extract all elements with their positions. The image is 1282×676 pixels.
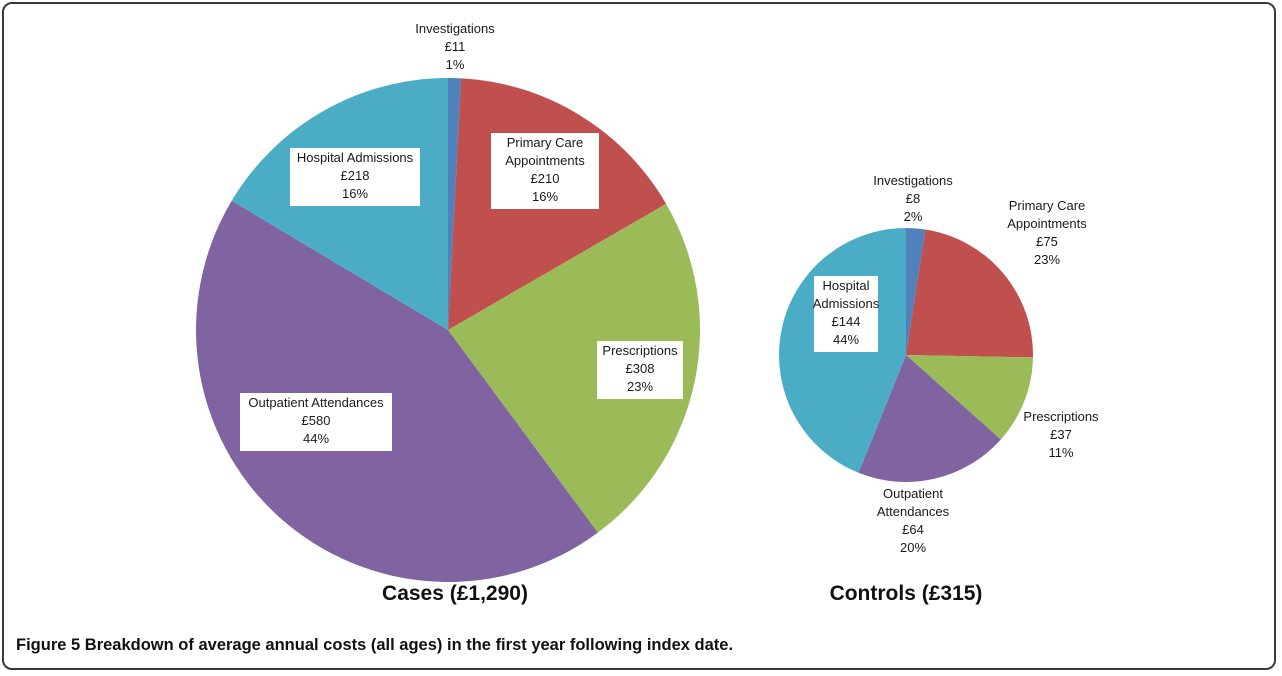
slice-label-line: £308 — [626, 361, 655, 376]
slice-label-line: 44% — [303, 431, 329, 446]
slice-label-line: 16% — [532, 189, 558, 204]
slice-label-primary-care-appointments: Primary Care Appointments £75 23% — [1007, 198, 1087, 267]
slice-label-line: Hospital Admissions — [297, 150, 414, 165]
labels-controls: Investigations £8 2% Primary Care Appointmen… — [813, 173, 1099, 555]
labels-cases: Investigations £11 1% Primary Care Appointme… — [240, 21, 683, 451]
slice-label-line: 23% — [627, 379, 653, 394]
slice-label-line: Primary Care — [1009, 198, 1086, 213]
pie-slice-investigations — [906, 228, 926, 355]
slice-label-line: £8 — [906, 191, 920, 206]
label-box — [290, 148, 420, 206]
slice-label-investigations: Investigations £8 2% — [873, 173, 953, 224]
slice-label-line: Investigations — [415, 21, 495, 36]
slice-label-line: 20% — [900, 540, 926, 555]
pie-controls — [779, 228, 1034, 482]
slice-label-line: £64 — [902, 522, 924, 537]
slice-label-line: 23% — [1034, 252, 1060, 267]
slice-label-line: Attendances — [877, 504, 950, 519]
slice-label-line: Prescriptions — [602, 343, 678, 358]
slice-label-line: 11% — [1048, 445, 1073, 460]
slice-label-outpatient-attendances: Outpatient Attendances £64 20% — [877, 486, 950, 555]
chart-title-controls: Controls (£315) — [830, 582, 983, 605]
slice-label-primary-care-appointments: Primary Care Appointments £210 16% — [491, 133, 599, 209]
slice-label-line: £11 — [445, 39, 466, 54]
figure-caption-text: Breakdown of average annual costs (all a… — [84, 636, 734, 654]
slice-label-outpatient-attendances: Outpatient Attendances £580 44% — [240, 393, 392, 451]
pie-slice-primary-care-appointments — [906, 229, 1034, 358]
slice-label-line: Hospital — [823, 278, 870, 293]
slice-label-hospital-admissions: Hospital Admissions £218 16% — [290, 148, 420, 206]
slice-label-line: Outpatient Attendances — [248, 395, 384, 410]
chart-title-cases: Cases (£1,290) — [382, 582, 528, 605]
pie-slice-investigations — [448, 78, 462, 330]
slice-label-prescriptions: Prescriptions £37 11% — [1023, 409, 1099, 460]
slice-label-prescriptions: Prescriptions £308 23% — [597, 341, 683, 399]
pie-slice-prescriptions — [906, 355, 1033, 440]
slice-label-line: Admissions — [813, 296, 880, 311]
figure-caption: Figure 5 Breakdown of average annual cos… — [16, 636, 733, 655]
pie-slice-outpatient-attendances — [858, 355, 1001, 482]
label-box — [491, 133, 599, 209]
slice-label-line: £580 — [302, 413, 331, 428]
slice-label-line: £75 — [1036, 234, 1058, 249]
label-box — [597, 341, 683, 399]
slice-label-line: 1% — [446, 57, 465, 72]
slice-label-line: £210 — [531, 171, 560, 186]
slice-label-line: Primary Care — [507, 135, 584, 150]
pie-slice-outpatient-attendances — [196, 200, 598, 582]
slice-label-hospital-admissions: Hospital Admissions £144 44% — [813, 276, 880, 352]
slice-label-line: £37 — [1050, 427, 1072, 442]
slice-label-line: Investigations — [873, 173, 953, 188]
slice-label-line: 44% — [833, 332, 859, 347]
slice-label-line: £144 — [832, 314, 861, 329]
slice-label-line: Outpatient — [883, 486, 943, 501]
slice-label-line: Appointments — [505, 153, 585, 168]
slice-label-line: 2% — [904, 209, 923, 224]
label-box — [240, 393, 392, 451]
pie-cases — [196, 78, 700, 582]
slice-label-line: 16% — [342, 186, 368, 201]
slice-label-line: Appointments — [1007, 216, 1087, 231]
slice-label-line: Prescriptions — [1023, 409, 1099, 424]
slice-label-investigations: Investigations £11 1% — [415, 21, 495, 72]
label-box — [814, 276, 878, 352]
figure-label: Figure 5 — [16, 636, 81, 654]
pie-slice-prescriptions — [448, 203, 700, 533]
slice-label-line: £218 — [341, 168, 370, 183]
